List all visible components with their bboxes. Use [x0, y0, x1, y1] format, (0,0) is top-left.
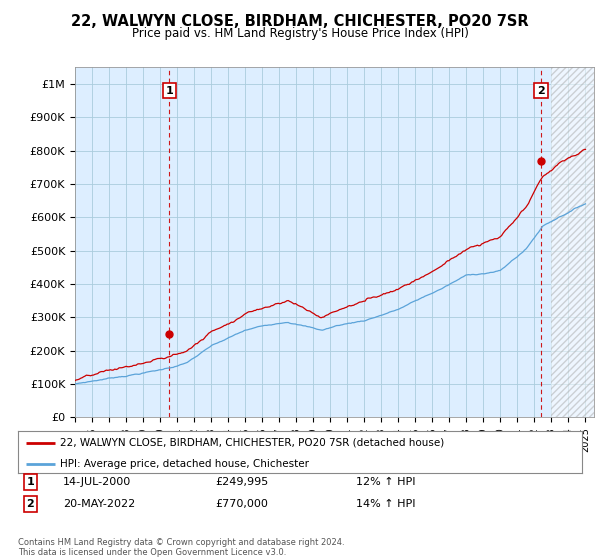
Text: 2: 2	[26, 499, 34, 509]
Text: HPI: Average price, detached house, Chichester: HPI: Average price, detached house, Chic…	[60, 459, 310, 469]
Text: 1: 1	[26, 477, 34, 487]
Text: 2: 2	[537, 86, 545, 96]
Text: 1: 1	[166, 86, 173, 96]
Text: Price paid vs. HM Land Registry's House Price Index (HPI): Price paid vs. HM Land Registry's House …	[131, 27, 469, 40]
Text: £249,995: £249,995	[215, 477, 269, 487]
Text: £770,000: £770,000	[215, 499, 268, 509]
Text: 14% ↑ HPI: 14% ↑ HPI	[356, 499, 416, 509]
Text: 12% ↑ HPI: 12% ↑ HPI	[356, 477, 416, 487]
Text: 20-MAY-2022: 20-MAY-2022	[63, 499, 136, 509]
Polygon shape	[551, 67, 594, 417]
Text: 14-JUL-2000: 14-JUL-2000	[63, 477, 131, 487]
Text: 22, WALWYN CLOSE, BIRDHAM, CHICHESTER, PO20 7SR: 22, WALWYN CLOSE, BIRDHAM, CHICHESTER, P…	[71, 14, 529, 29]
Text: Contains HM Land Registry data © Crown copyright and database right 2024.
This d: Contains HM Land Registry data © Crown c…	[18, 538, 344, 557]
Text: 22, WALWYN CLOSE, BIRDHAM, CHICHESTER, PO20 7SR (detached house): 22, WALWYN CLOSE, BIRDHAM, CHICHESTER, P…	[60, 437, 445, 447]
